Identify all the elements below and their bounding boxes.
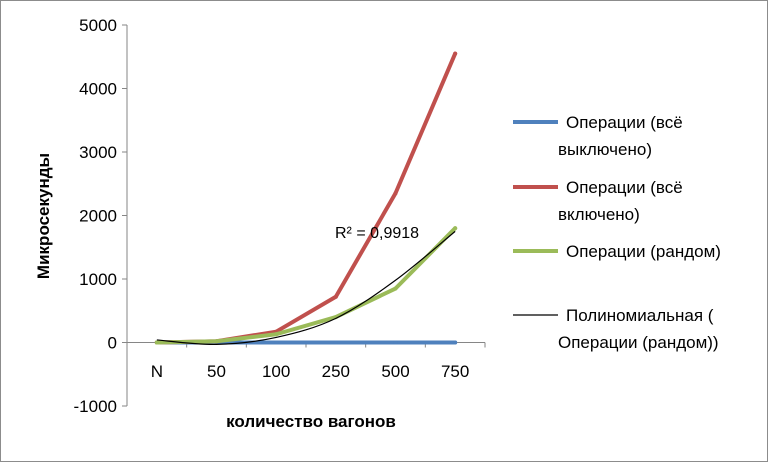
series-line-1 [154,51,458,345]
series-0-point [453,340,458,345]
series-0-point [274,340,279,345]
y-tick-label: 1000 [79,270,117,289]
legend-label: Операции (всё [566,113,683,132]
y-tick-label: 4000 [79,80,117,99]
r-squared-label: R² = 0,9918 [335,225,419,242]
series-2-point [154,340,159,345]
x-tick-label: 250 [322,362,350,381]
legend-label: включено) [558,205,640,224]
trendline [156,230,456,346]
x-tick-label: 500 [381,362,409,381]
series-0-point [333,340,338,345]
y-axis-title: Микросекунды [34,153,53,279]
x-tick-label: 100 [262,362,290,381]
series-line-2 [154,226,458,345]
series-0-point [393,340,398,345]
legend-label: Операции (рандом)) [558,333,719,352]
legend-label: Операции (рандом) [566,242,721,261]
series-2-point [453,226,458,231]
legend-label: Полиномиальная ( [566,306,714,325]
legend-label: выключено) [558,140,652,159]
y-tick-label: 2000 [79,207,117,226]
series-2-point [214,339,219,344]
legend-label: Операции (всё [566,178,683,197]
y-tick-label: 3000 [79,143,117,162]
series-2-point [393,286,398,291]
x-tick-label: N [151,362,163,381]
y-tick-label: -1000 [74,397,117,416]
x-tick-label: 50 [207,362,226,381]
series-2-point [274,332,279,337]
x-tick-label: 750 [441,362,469,381]
y-tick-label: 5000 [79,16,117,35]
series-1-point [453,51,458,56]
series-1-point [333,294,338,299]
x-axis-title: количество вагонов [226,412,396,431]
y-tick-label: 0 [108,334,117,353]
series-1-point [393,191,398,196]
